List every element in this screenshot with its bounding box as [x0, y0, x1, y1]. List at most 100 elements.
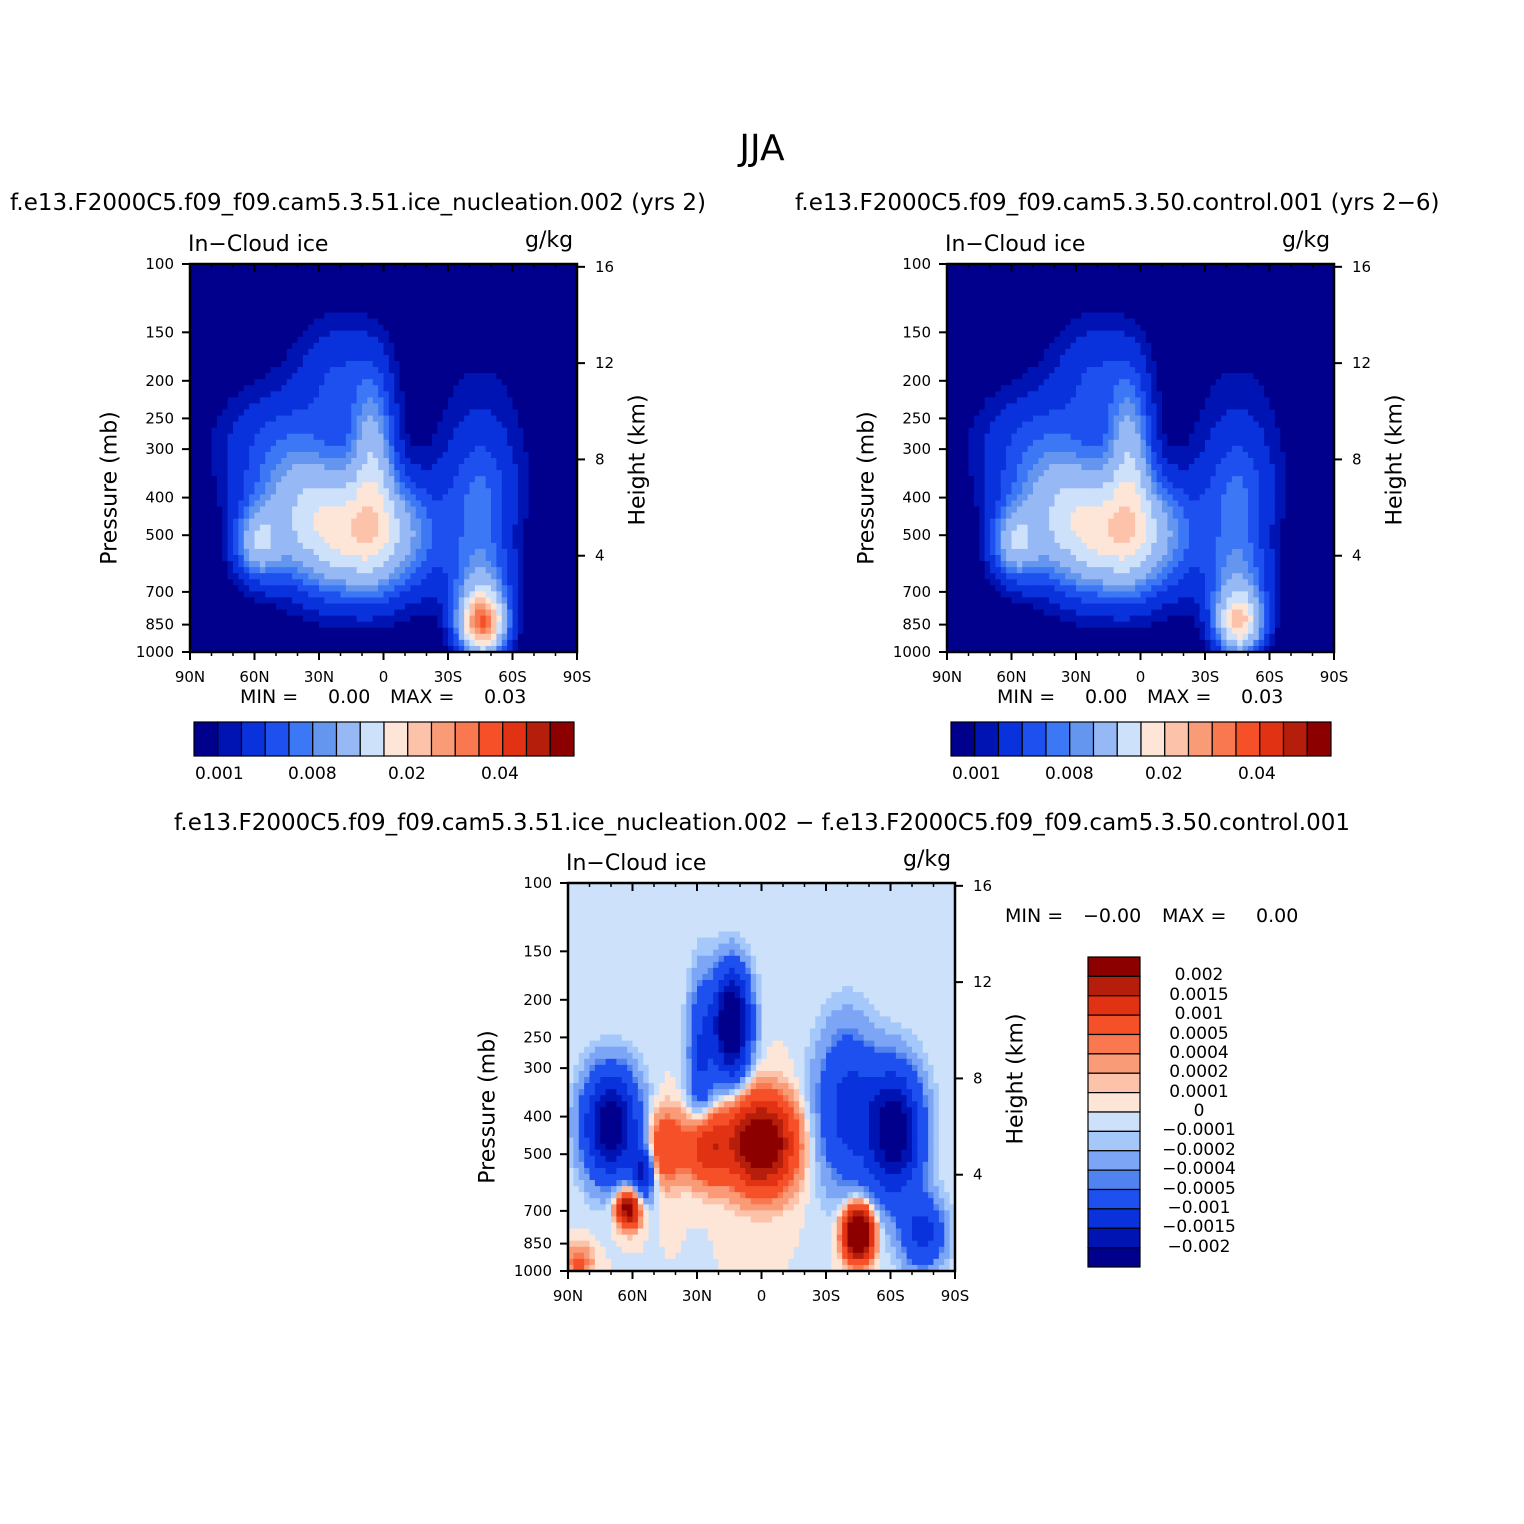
y-axis-label: Pressure (mb): [97, 411, 123, 565]
colorbar-swatch: [549, 721, 575, 757]
max-value: 0.00: [1256, 905, 1299, 927]
colorbar-swatch: [1092, 721, 1118, 757]
max-value: 0.03: [484, 686, 527, 708]
colorbar-swatch: [240, 721, 266, 757]
pressure-tick-label: 200: [145, 372, 174, 390]
height-tick-label: 12: [973, 973, 992, 991]
colorbar-label: 0.04: [481, 764, 519, 784]
colorbar-swatch: [359, 721, 385, 757]
pressure-tick-label: 100: [145, 255, 174, 273]
height-tick-label: 8: [595, 450, 605, 468]
colorbar-label: 0.0015: [1169, 984, 1229, 1005]
latitude-tick-label: 30S: [434, 668, 463, 686]
colorbar-label: 0.04: [1238, 764, 1276, 784]
colorbar-swatch: [1282, 721, 1308, 757]
colorbar-swatch: [1045, 721, 1071, 757]
height-tick-label: 16: [973, 877, 992, 895]
colorbar-swatch: [335, 721, 361, 757]
latitude-tick-label: 0: [1136, 668, 1146, 686]
max-value: 0.03: [1241, 686, 1284, 708]
latitude-tick-label: 90N: [175, 668, 205, 686]
min-value: 0.00: [1085, 686, 1128, 708]
colorbar-swatch: [193, 721, 219, 757]
pressure-tick-label: 150: [902, 323, 931, 341]
pressure-tick-label: 700: [902, 583, 931, 601]
colorbar-label: −0.0005: [1162, 1178, 1236, 1199]
colorbar-label: 0.002: [1174, 965, 1224, 986]
latitude-tick-label: 60S: [1255, 668, 1284, 686]
height-tick-label: 4: [595, 547, 605, 565]
colorbar-swatch: [312, 721, 338, 757]
pressure-tick-label: 400: [145, 489, 174, 507]
colorbar-label: 0.001: [1174, 1004, 1224, 1025]
latitude-ticks: 90N 60N 30N 0 30S 60S 90S: [932, 264, 1348, 686]
colorbar-swatch: [1235, 721, 1261, 757]
pressure-tick-label: 200: [523, 991, 552, 1009]
y2-axis-label: Height (km): [1382, 394, 1408, 526]
colorbar-swatch: [502, 721, 528, 757]
pressure-tick-label: 1000: [893, 643, 931, 661]
min-label: MIN =: [240, 686, 299, 708]
pressure-tick-label: 150: [145, 323, 174, 341]
height-tick-label: 16: [1352, 258, 1371, 276]
colorbar-swatch: [1116, 721, 1142, 757]
units-label: g/kg: [1282, 228, 1331, 253]
pressure-tick-label: 850: [523, 1235, 552, 1253]
latitude-ticks: 90N 60N 30N 0 30S 60S 90S: [553, 883, 969, 1305]
pressure-tick-label: 300: [902, 440, 931, 458]
height-tick-label: 12: [1352, 354, 1371, 372]
colorbar-swatch: [1164, 721, 1190, 757]
latitude-tick-label: 90N: [553, 1287, 583, 1305]
pressure-tick-label: 700: [523, 1202, 552, 1220]
panel-control: In−Cloud ice g/kg 100 150 200 250 300 400 500 7…: [757, 228, 1517, 788]
pressure-tick-label: 250: [902, 409, 931, 427]
variable-label: In−Cloud ice: [188, 232, 329, 257]
colorbar-swatch: [997, 721, 1023, 757]
pressure-tick-label: 250: [145, 409, 174, 427]
height-tick-label: 12: [595, 354, 614, 372]
pressure-tick-label: 850: [902, 616, 931, 634]
colorbar-swatch: [217, 721, 243, 757]
colorbar-label: 0.0004: [1169, 1042, 1229, 1063]
latitude-ticks: 90N 60N 30N 0 30S 60S 90S: [175, 264, 591, 686]
panel-diff: In−Cloud ice g/kg 100 150 200 250 300 400 500 7…: [378, 847, 1378, 1317]
height-ticks: 16 12 8 4: [955, 877, 992, 1184]
variable-label: In−Cloud ice: [945, 232, 1086, 257]
pressure-tick-label: 200: [902, 372, 931, 390]
latitude-tick-label: 90N: [932, 668, 962, 686]
colorbar-label: −0.0001: [1162, 1120, 1236, 1141]
pressure-tick-label: 700: [145, 583, 174, 601]
colorbar-swatch: [1021, 721, 1047, 757]
colorbar-swatch: [288, 721, 314, 757]
units-label: g/kg: [525, 228, 574, 253]
figure-title: JJA: [739, 128, 785, 169]
pressure-tick-label: 1000: [514, 1262, 552, 1280]
colorbar-vertical: [1087, 956, 1141, 1268]
pressure-tick-label: 300: [145, 440, 174, 458]
latitude-tick-label: 60N: [996, 668, 1026, 686]
latitude-tick-label: 60S: [876, 1287, 905, 1305]
colorbar-label: 0.0001: [1169, 1081, 1229, 1102]
colorbar-label: −0.0002: [1162, 1139, 1236, 1160]
colorbar: [950, 721, 1332, 757]
min-value: −0.00: [1083, 905, 1142, 927]
latitude-tick-label: 90S: [941, 1287, 970, 1305]
colorbar-swatch: [1140, 721, 1166, 757]
pressure-tick-label: 100: [902, 255, 931, 273]
variable-label: In−Cloud ice: [566, 851, 707, 876]
pressure-tick-label: 500: [145, 526, 174, 544]
latitude-tick-label: 60N: [239, 668, 269, 686]
colorbar-swatch: [383, 721, 409, 757]
contour-plot-diff: 100 150 200 250 300 400 500 700 850 1000 16 12 8 4 9…: [514, 874, 992, 1305]
pressure-tick-label: 150: [523, 942, 552, 960]
colorbar-label: 0.02: [1145, 764, 1183, 784]
colorbar-swatch: [1211, 721, 1237, 757]
min-label: MIN =: [997, 686, 1056, 708]
height-ticks: 16 12 8 4: [1334, 258, 1371, 565]
panel-title-diff: f.e13.F2000C5.f09_f09.cam5.3.51.ice_nucl…: [174, 810, 1350, 836]
contour-field: [947, 264, 1335, 653]
height-tick-label: 8: [1352, 450, 1362, 468]
colorbar-swatch: [525, 721, 551, 757]
latitude-tick-label: 30S: [1191, 668, 1220, 686]
colorbar-label: 0.001: [952, 764, 1001, 784]
